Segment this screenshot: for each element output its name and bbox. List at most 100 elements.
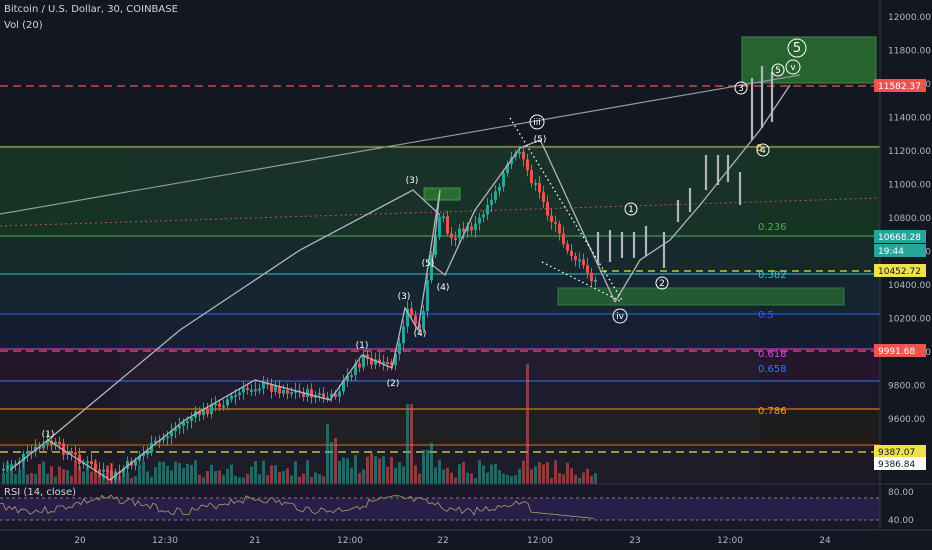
volume-bar <box>530 469 533 484</box>
candle-body <box>234 395 237 398</box>
volume-bar <box>294 461 297 484</box>
candle-body <box>498 186 501 192</box>
wave-labels: (1) (1) (2) (3) (3) (4) (4) (5) (5) <box>42 135 547 440</box>
volume-bar <box>170 470 173 484</box>
candle-body <box>334 393 337 397</box>
candle-body <box>214 403 217 406</box>
candle-body <box>358 363 361 368</box>
volume-bar <box>26 474 29 484</box>
volume-bar <box>434 467 437 484</box>
volume-bar <box>438 459 441 484</box>
volume-bar <box>278 471 281 484</box>
volume-bar <box>450 472 453 484</box>
volume-bar <box>86 464 89 484</box>
wave-label-2: 2 <box>659 279 665 289</box>
candle-body <box>426 280 429 312</box>
wave-label-iv: iv <box>616 312 625 322</box>
candle-body <box>534 182 537 185</box>
candle-body <box>562 233 565 245</box>
volume-bar <box>410 404 413 484</box>
candle-body <box>166 436 169 439</box>
candle-body <box>446 216 449 234</box>
volume-bar <box>394 467 397 484</box>
rsi-line <box>0 494 595 519</box>
candle-body <box>574 255 577 260</box>
fib-label: 0.658 <box>758 364 787 375</box>
volume-bar <box>570 468 573 484</box>
volume-bar <box>198 474 201 484</box>
candle-body <box>338 391 341 397</box>
rsi-tick-label: 40.00 <box>888 516 914 526</box>
volume-bar <box>230 464 233 484</box>
wave-label: (3) <box>406 176 419 186</box>
volume-bar <box>502 473 505 484</box>
candle-body <box>366 354 369 359</box>
volume-bar <box>542 464 545 484</box>
candle-body <box>402 326 405 344</box>
candle-body <box>10 465 13 468</box>
volume-bar <box>274 465 277 484</box>
candle-body <box>414 315 417 325</box>
time-axis[interactable]: 20 12:30 21 12:00 22 12:00 23 12:00 24 <box>74 536 831 546</box>
candle-body <box>262 382 265 389</box>
volume-bar <box>314 472 317 484</box>
candle-body <box>122 468 125 473</box>
candle-body <box>482 214 485 218</box>
volume-bar <box>14 473 17 484</box>
volume-bar <box>90 471 93 484</box>
volume-bar <box>562 474 565 484</box>
volume-indicator-label[interactable]: Vol (20) <box>4 20 43 31</box>
volume-bar <box>546 462 549 484</box>
candle-body <box>250 389 253 392</box>
candle-body <box>354 363 357 376</box>
volume-bar <box>190 465 193 484</box>
volume-bar <box>486 472 489 484</box>
price-tag-label: 9387.07 <box>878 448 915 458</box>
candle-body <box>470 226 473 231</box>
volume-bar <box>398 462 401 484</box>
volume-bar <box>382 456 385 484</box>
candle-body <box>566 244 569 251</box>
candle-body <box>190 417 193 422</box>
price-tick-label: 10200.00 <box>888 315 931 325</box>
circled-wave-labels <box>529 38 807 324</box>
volume-bar <box>402 466 405 484</box>
projection-bars <box>596 66 774 268</box>
candle-body <box>526 159 529 171</box>
candle-body <box>454 237 457 240</box>
time-tick-label: 12:30 <box>152 536 178 546</box>
candle-body <box>30 451 33 454</box>
candle-body <box>518 151 521 154</box>
candle-body <box>62 443 65 455</box>
volume-bar <box>214 470 217 484</box>
volume-bar <box>2 473 5 484</box>
candle-body <box>590 272 593 282</box>
volume-bar <box>134 476 137 484</box>
candle-body <box>26 451 29 454</box>
volume-bar <box>130 477 133 484</box>
candle-body <box>378 359 381 363</box>
fib-label: 0.618 <box>758 349 787 360</box>
candle-body <box>554 221 557 224</box>
fib-band-orange <box>0 410 880 445</box>
fib-label: 0 <box>756 143 762 154</box>
volume-bar <box>366 456 369 484</box>
volume-bar <box>270 465 273 484</box>
symbol-title[interactable]: Bitcoin / U.S. Dollar, 30, COINBASE <box>4 4 178 15</box>
candle-body <box>394 354 397 366</box>
fib-band-pink <box>0 350 880 382</box>
rsi-indicator-label[interactable]: RSI (14, close) <box>4 487 77 498</box>
volume-bar <box>250 466 253 484</box>
time-tick-label: 21 <box>249 536 260 546</box>
volume-bar <box>446 467 449 484</box>
volume-bar <box>258 474 261 484</box>
candle-body <box>22 453 25 462</box>
volume-bar <box>358 472 361 484</box>
volume-bar <box>346 458 349 484</box>
candle-body <box>430 255 433 281</box>
volume-bar <box>526 364 529 484</box>
wave-label-v: v <box>790 63 796 73</box>
candle-body <box>570 250 573 256</box>
volume-bar <box>54 476 57 484</box>
